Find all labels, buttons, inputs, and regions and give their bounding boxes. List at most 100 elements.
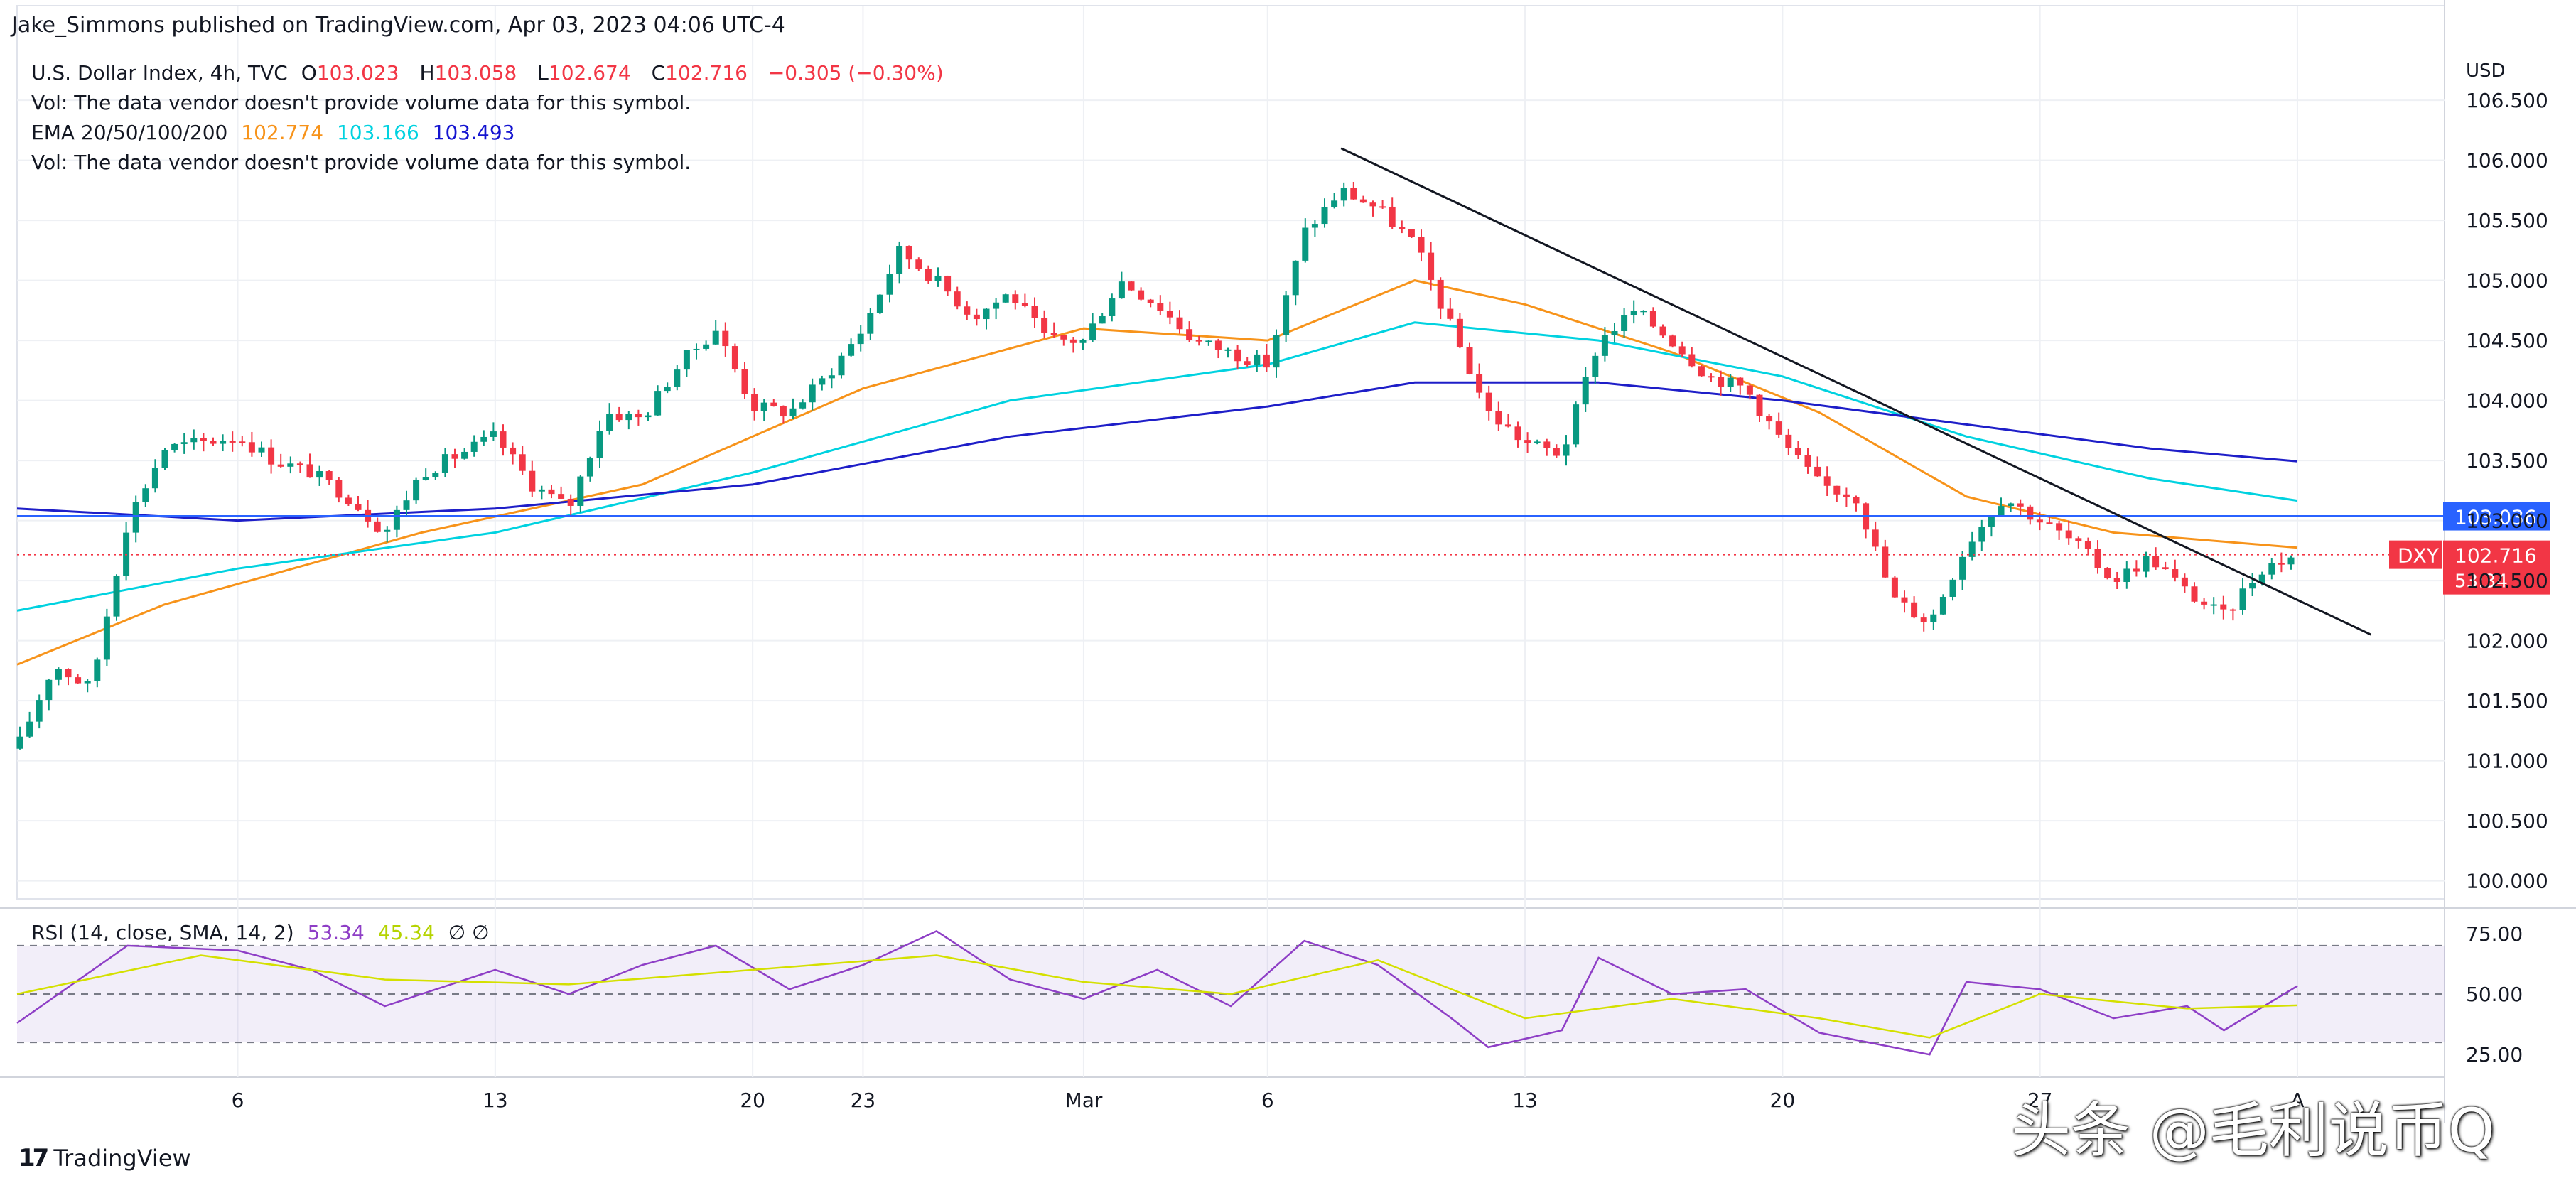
candle-body: [934, 275, 942, 281]
candle-body: [1214, 340, 1222, 350]
candle-body: [1669, 335, 1676, 347]
candle-body: [1785, 434, 1792, 448]
candle-body: [645, 415, 652, 418]
candle-body: [1649, 310, 1656, 327]
candle-body: [306, 464, 313, 478]
legend-high: H103.058: [419, 61, 517, 85]
candle-body: [1447, 308, 1454, 319]
candle-body: [2075, 538, 2082, 541]
countdown-tag-text: 53:34: [2454, 571, 2508, 593]
candle-body: [964, 306, 971, 315]
candle-body: [470, 441, 478, 452]
candle-body: [577, 476, 584, 506]
legend-symbol-row[interactable]: U.S. Dollar Index, 4h, TVC O103.023 H103…: [31, 61, 951, 85]
candle-body: [1592, 355, 1599, 377]
candle-body: [1031, 306, 1038, 318]
candle-body: [1978, 526, 1985, 542]
candle-body: [1311, 224, 1318, 228]
candle-body: [1775, 421, 1782, 435]
rsi-tick-label: 25.00: [2466, 1043, 2523, 1066]
candle-body: [1882, 546, 1889, 578]
candle-body: [2249, 583, 2256, 589]
candle-body: [1012, 294, 1019, 303]
candle-body: [1911, 602, 1918, 618]
candle-body: [2027, 506, 2034, 520]
ema-line: [16, 381, 2298, 522]
tradingview-logo-icon: 17: [18, 1144, 49, 1172]
candle-body: [1737, 377, 1744, 386]
legend-ema-row[interactable]: EMA 20/50/100/200 102.774 103.166 103.49…: [31, 121, 522, 144]
candle-body: [1466, 347, 1473, 374]
legend-rsi-row[interactable]: RSI (14, close, SMA, 14, 2) 53.34 45.34 …: [31, 921, 496, 944]
candle-body: [1573, 404, 1580, 445]
legend-vol-2: Vol: The data vendor doesn't provide vol…: [31, 151, 691, 174]
price-tick-label: 105.000: [2466, 269, 2548, 293]
candle-body: [751, 394, 758, 411]
candle-body: [461, 451, 468, 459]
time-tick-label: 20: [740, 1089, 765, 1112]
symbol-tag: [2389, 540, 2442, 569]
candle-body: [1254, 354, 1261, 365]
candle-body: [2123, 568, 2130, 582]
candle-body: [915, 259, 922, 269]
last-price-tag: [2443, 540, 2550, 595]
legend-symbol: U.S. Dollar Index, 4h, TVC: [31, 61, 288, 85]
candle-body: [973, 314, 980, 320]
tradingview-logo[interactable]: 17 TradingView: [18, 1144, 191, 1172]
candle-body: [1543, 441, 1551, 448]
candle-body: [2181, 577, 2188, 587]
candle-body: [1640, 310, 1647, 313]
candle-body: [1089, 323, 1096, 340]
candle-body: [1872, 529, 1879, 547]
price-tick-label: 102.000: [2466, 630, 2548, 653]
candle-body: [2094, 549, 2101, 568]
price-tick-label: 101.500: [2466, 689, 2548, 713]
candle-body: [422, 477, 429, 480]
candle-body: [1041, 318, 1048, 333]
publisher-header: Jake_Simmons published on TradingView.co…: [11, 13, 785, 38]
candle-body: [789, 408, 797, 417]
candle-body: [1621, 315, 1628, 331]
candle-body: [1476, 374, 1483, 393]
price-tick-label: 100.500: [2466, 809, 2548, 833]
candle-body: [1630, 310, 1637, 315]
candle-body: [2191, 586, 2198, 602]
candle-body: [16, 736, 23, 749]
level-price-tag: [2443, 502, 2550, 531]
candle-body: [1611, 330, 1618, 335]
candle-body: [1138, 290, 1145, 300]
time-tick-label: 6: [232, 1089, 244, 1112]
candle-body: [1939, 596, 1946, 615]
candle-body: [65, 669, 72, 678]
candle-body: [45, 679, 53, 701]
candle-body: [1563, 444, 1570, 456]
candle-body: [287, 463, 294, 467]
candle-body: [1389, 206, 1396, 227]
candle-body: [258, 447, 265, 453]
time-tick-label: Mar: [1065, 1089, 1103, 1112]
candles: [16, 181, 2295, 750]
candle-body: [944, 275, 952, 292]
time-tick-label: 6: [1261, 1089, 1274, 1112]
symbol-tag-text: DXY: [2398, 544, 2440, 568]
candle-body: [1195, 340, 1202, 342]
candle-body: [1794, 448, 1801, 455]
candle-body: [1292, 260, 1299, 296]
price-tick-label: 105.500: [2466, 209, 2548, 232]
candle-body: [1534, 441, 1541, 443]
time-tick-label: A: [2290, 1089, 2304, 1112]
candle-body: [403, 500, 410, 510]
candle-body: [548, 489, 555, 495]
candle-body: [731, 346, 738, 369]
candle-body: [1814, 466, 1821, 477]
candle-body: [809, 384, 816, 403]
candle-body: [1166, 310, 1173, 318]
candle-body: [1069, 339, 1077, 343]
candle-body: [384, 529, 391, 532]
candle-body: [1901, 597, 1908, 603]
candle-body: [596, 431, 603, 459]
candle-body: [819, 378, 826, 385]
candle-body: [413, 480, 420, 501]
candle-body: [1601, 335, 1608, 356]
